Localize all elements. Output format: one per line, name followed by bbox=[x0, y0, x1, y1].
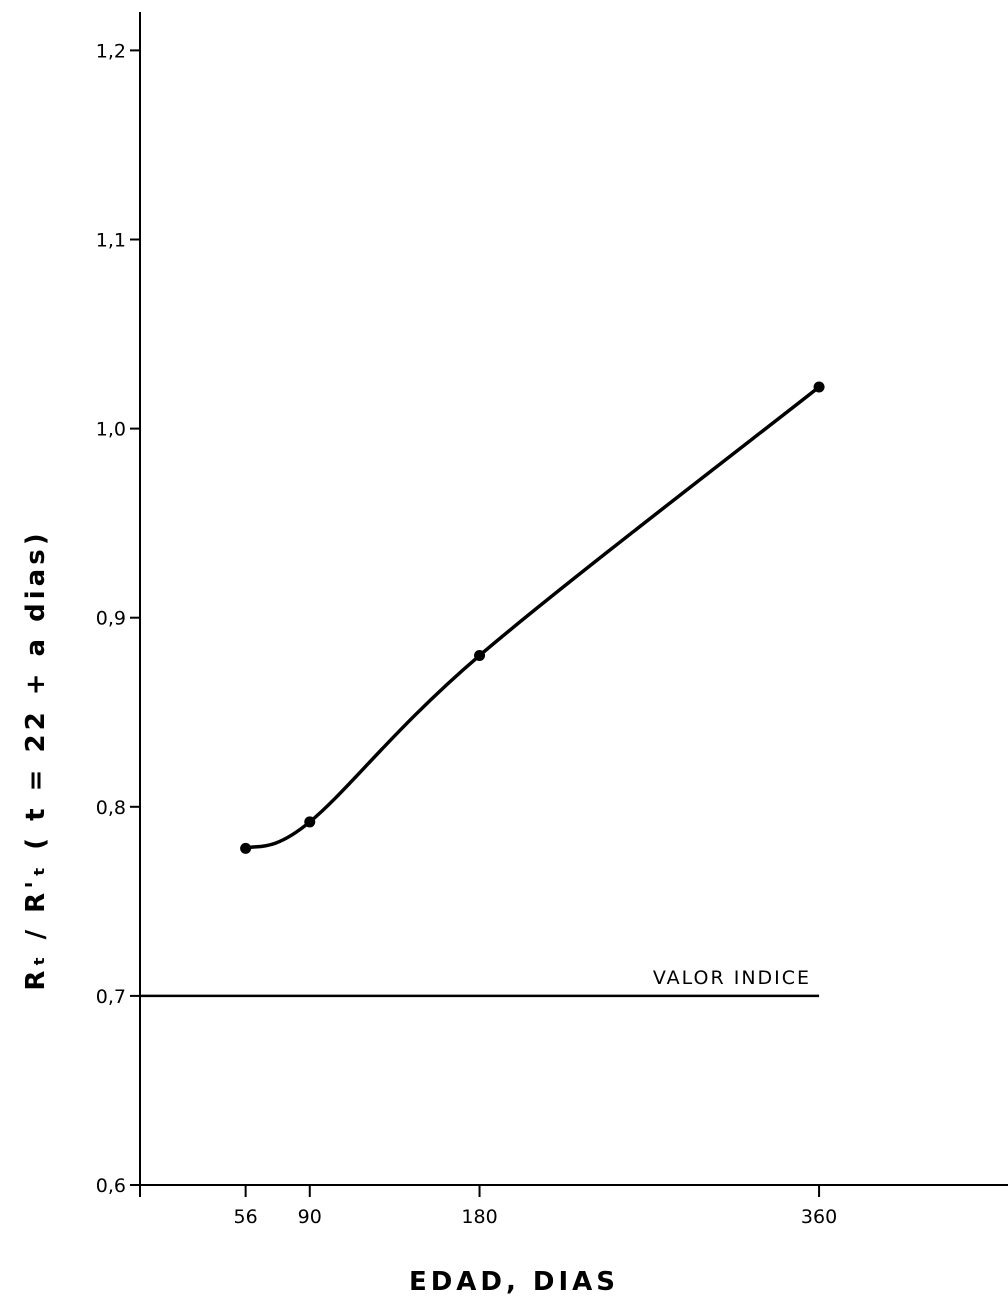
axes bbox=[130, 12, 1008, 1197]
y-axis-title: Rₜ / R'ₜ ( t = 22 + a dias) bbox=[21, 529, 51, 990]
x-tick-label: 56 bbox=[234, 1206, 258, 1228]
data-point bbox=[474, 650, 486, 662]
y-tick-label: 1,0 bbox=[96, 419, 126, 441]
data-point bbox=[304, 816, 316, 828]
y-tick-label: 0,9 bbox=[96, 608, 126, 630]
x-tick-label: 180 bbox=[461, 1206, 497, 1228]
reference-line-label: VALOR INDICE bbox=[653, 967, 811, 989]
y-tick-label: 0,7 bbox=[96, 986, 126, 1008]
y-tick-label: 0,6 bbox=[96, 1175, 126, 1197]
x-tick-label: 360 bbox=[801, 1206, 837, 1228]
data-point bbox=[813, 381, 825, 393]
y-tick-label: 0,8 bbox=[96, 797, 126, 819]
y-tick-label: 1,1 bbox=[96, 230, 126, 252]
data-point bbox=[240, 842, 252, 854]
x-axis-title: EDAD, DIAS bbox=[409, 1267, 619, 1296]
x-tick-label: 90 bbox=[298, 1206, 322, 1228]
series-line bbox=[243, 385, 821, 851]
labels-layer: 0,6 0,7 0,8 0,9 1,0 1,1 1,2 56 90 180 360 VALOR IND… bbox=[21, 40, 837, 1297]
series-layer bbox=[240, 381, 825, 854]
y-tick-label: 1,2 bbox=[96, 40, 126, 62]
